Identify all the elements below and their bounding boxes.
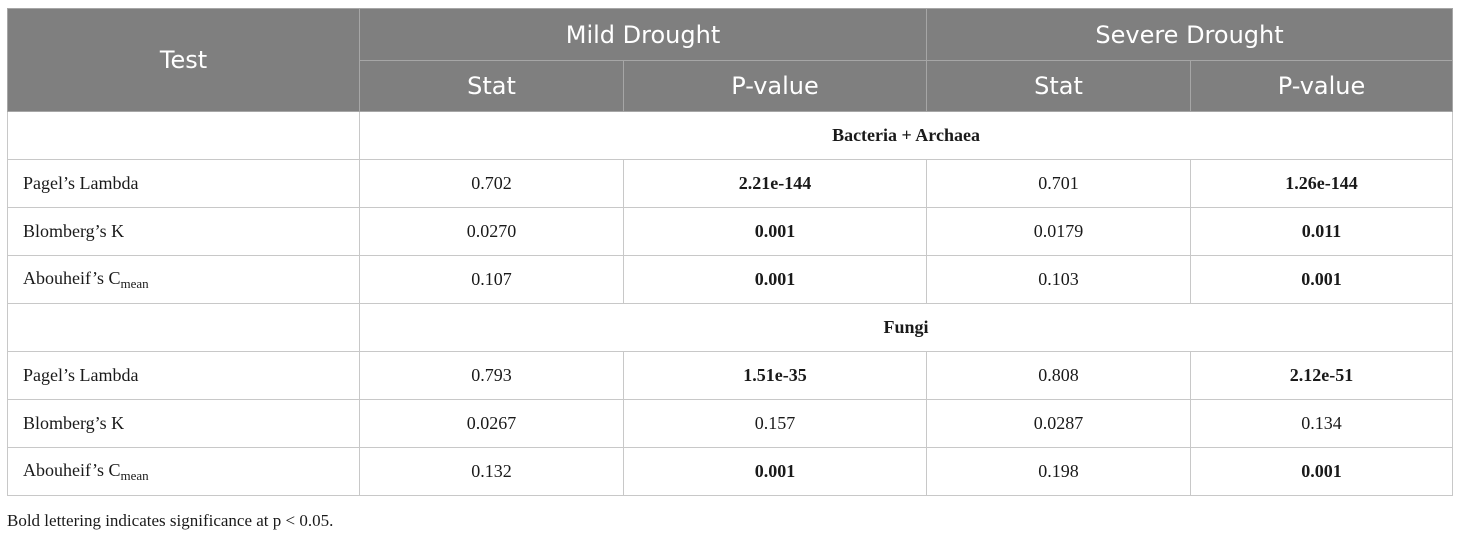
table-row: Abouheif’s Cmean 0.132 0.001 0.198 0.001 [7,447,1454,496]
section-title: Bacteria + Archaea [358,111,1454,160]
table-cell: 0.011 [1190,207,1454,256]
section-row: Bacteria + Archaea [7,111,1454,160]
header-mild-stat: Stat [359,60,624,112]
table-cell: 0.701 [926,159,1192,208]
phylogenetic-signal-table: Test Mild Drought Severe Drought Stat P-… [7,8,1454,496]
header-mild-drought: Mild Drought [358,8,928,61]
table-row: Blomberg’s K 0.0270 0.001 0.0179 0.011 [7,207,1454,256]
table-cell: 0.198 [926,447,1192,496]
row-label: Blomberg’s K [7,207,360,256]
header-severe-stat: Stat [926,60,1192,112]
table-cell: 2.21e-144 [622,159,928,208]
table-footnote: Bold lettering indicates significance at… [7,511,334,530]
row-label: Pagel’s Lambda [7,351,360,400]
table-cell: 1.26e-144 [1190,159,1454,208]
row-label-text: Abouheif’s C [23,459,121,480]
table-cell: 0.001 [622,255,928,304]
section-empty-cell [7,303,360,352]
table-cell: 0.702 [359,159,624,208]
table-row: Pagel’s Lambda 0.702 2.21e-144 0.701 1.26e-1… [7,159,1454,208]
section-row: Fungi [7,303,1454,352]
row-label-subscript: mean [120,275,149,291]
header-row-subcolumns: Stat P-value Stat P-value [8,60,1454,112]
table-cell: 0.001 [622,207,928,256]
table-body: Bacteria + Archaea Pagel’s Lambda 0.702 2.2… [7,111,1454,496]
row-label-text: Abouheif’s C [23,267,121,288]
row-label-text: Pagel’s Lambda [23,365,139,385]
table-cell: 0.107 [359,255,624,304]
table-row: Abouheif’s Cmean 0.107 0.001 0.103 0.001 [7,255,1454,304]
header-row-groups: Test Mild Drought Severe Drought [7,8,1454,112]
section-empty-cell [7,111,360,160]
table-cell: 0.0179 [926,207,1192,256]
table-cell: 0.001 [1190,255,1454,304]
table-header: Test Mild Drought Severe Drought Stat P-… [7,8,1454,112]
table-row: Pagel’s Lambda 0.793 1.51e-35 0.808 2.12e-51 [7,351,1454,400]
table-cell: 2.12e-51 [1190,351,1454,400]
table-cell: 0.808 [926,351,1192,400]
table-cell: 0.132 [359,447,624,496]
table-cell: 0.001 [622,447,928,496]
row-label: Abouheif’s Cmean [7,255,360,304]
table-cell: 0.103 [926,255,1192,304]
table-cell: 0.134 [1190,399,1454,448]
header-mild-pvalue: P-value [622,60,928,112]
table-cell: 0.0270 [359,207,624,256]
row-label: Abouheif’s Cmean [7,447,360,496]
table-cell: 0.0287 [926,399,1192,448]
header-severe-drought: Severe Drought [926,8,1454,61]
row-label-text: Blomberg’s K [23,413,125,433]
row-label: Blomberg’s K [7,399,360,448]
table-cell: 0.0267 [359,399,624,448]
header-test: Test [7,8,360,112]
table-cell: 0.001 [1190,447,1454,496]
header-severe-pvalue: P-value [1190,60,1454,112]
table-row: Blomberg’s K 0.0267 0.157 0.0287 0.134 [7,399,1454,448]
table-cell: 0.157 [622,399,928,448]
row-label-text: Pagel’s Lambda [23,173,139,193]
row-label-text: Blomberg’s K [23,221,125,241]
row-label-subscript: mean [120,467,149,483]
table-cell: 1.51e-35 [622,351,928,400]
results-table-container: Test Mild Drought Severe Drought Stat P-… [7,8,1454,496]
table-cell: 0.793 [359,351,624,400]
section-title: Fungi [358,303,1454,352]
row-label: Pagel’s Lambda [7,159,360,208]
